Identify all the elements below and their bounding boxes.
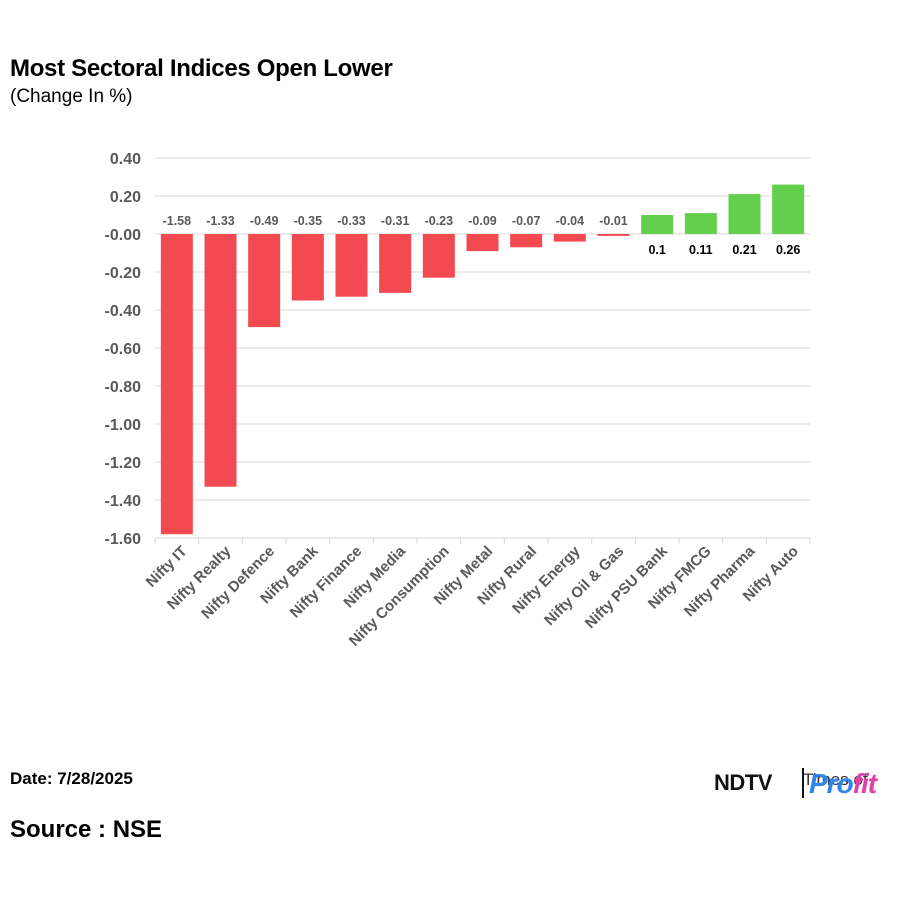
data-label: -0.49 — [250, 214, 279, 228]
data-label: 0.21 — [732, 243, 756, 257]
y-tick-label: -1.20 — [105, 455, 142, 472]
data-label: -1.58 — [163, 214, 192, 228]
y-axis-tick-labels: 0.40 0.20 -0.00 -0.20 -0.40 -0.60 -0.80 -1.00 -1… — [105, 151, 142, 548]
bar — [772, 184, 805, 234]
data-label: -0.35 — [294, 214, 323, 228]
bar — [553, 234, 586, 242]
logo-product-part2: fit — [852, 768, 877, 799]
logo-partner-overlay: Times of — [803, 770, 868, 789]
bar — [728, 194, 761, 234]
logo-product-part1: Pro — [809, 768, 854, 799]
data-label: -0.31 — [381, 214, 410, 228]
y-tick-label: -0.60 — [105, 341, 142, 358]
data-labels: -1.58 -1.33 -0.49 -0.35 -0.33 -0.31 -0.23 -0.09… — [163, 214, 801, 257]
data-label: -1.33 — [206, 214, 235, 228]
data-label: -0.07 — [512, 214, 541, 228]
y-tick-label: -0.80 — [105, 379, 142, 396]
y-tick-label: -1.60 — [105, 531, 142, 548]
y-tick-label: -0.00 — [105, 227, 142, 244]
data-label: -0.23 — [425, 214, 454, 228]
bar — [466, 234, 499, 252]
date-label: Date: 7/28/2025 — [10, 769, 133, 788]
logo-divider — [802, 768, 804, 798]
bar — [160, 234, 193, 535]
data-label: -0.09 — [468, 214, 497, 228]
x-tick-label: Nifty Oil & Gas — [541, 543, 627, 629]
bar — [379, 234, 412, 293]
gridlines — [154, 157, 811, 544]
data-label: -0.33 — [337, 214, 366, 228]
data-label: 0.11 — [689, 243, 713, 257]
logo-brand: NDTV — [714, 770, 772, 795]
bar — [684, 213, 717, 234]
bar — [597, 234, 630, 236]
chart-subtitle: (Change In %) — [10, 86, 133, 107]
y-tick-label: 0.40 — [110, 151, 141, 168]
data-label: 0.1 — [648, 243, 665, 257]
bar — [510, 234, 543, 248]
bar — [248, 234, 281, 328]
ndtv-profit-logo: NDTV Times of Profit — [714, 766, 894, 800]
data-label: -0.01 — [599, 214, 628, 228]
y-tick-label: -1.00 — [105, 417, 142, 434]
y-tick-label: 0.20 — [110, 189, 141, 206]
bar-chart: 0.40 0.20 -0.00 -0.20 -0.40 -0.60 -0.80 -1.00 -1… — [105, 151, 811, 650]
logo-product: Profit — [809, 768, 877, 800]
source-label: Source : NSE — [10, 816, 163, 843]
bar — [641, 215, 674, 234]
bar — [204, 234, 237, 487]
y-tick-label: -1.40 — [105, 493, 142, 510]
bar — [291, 234, 324, 301]
bar — [335, 234, 368, 297]
y-tick-label: -0.40 — [105, 303, 142, 320]
bar — [422, 234, 455, 278]
data-label: -0.04 — [556, 214, 585, 228]
chart-title: Most Sectoral Indices Open Lower — [10, 55, 393, 82]
data-label: 0.26 — [776, 243, 800, 257]
y-tick-label: -0.20 — [105, 265, 142, 282]
bars — [160, 184, 805, 535]
